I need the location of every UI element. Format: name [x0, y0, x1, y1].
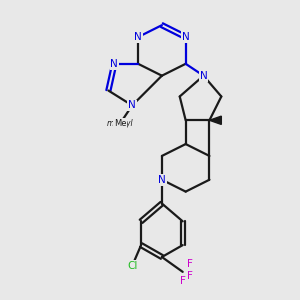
Text: N: N [134, 32, 142, 42]
Text: F: F [180, 276, 186, 286]
Text: N: N [200, 71, 207, 81]
Text: methyl: methyl [107, 119, 134, 128]
Text: F: F [187, 271, 193, 281]
Text: N: N [128, 100, 136, 110]
Text: Me: Me [114, 119, 127, 128]
Text: N: N [110, 59, 118, 69]
Text: Cl: Cl [127, 261, 137, 271]
Text: N: N [158, 175, 166, 185]
Polygon shape [209, 116, 221, 124]
Text: N: N [182, 32, 190, 42]
Text: F: F [187, 260, 193, 269]
